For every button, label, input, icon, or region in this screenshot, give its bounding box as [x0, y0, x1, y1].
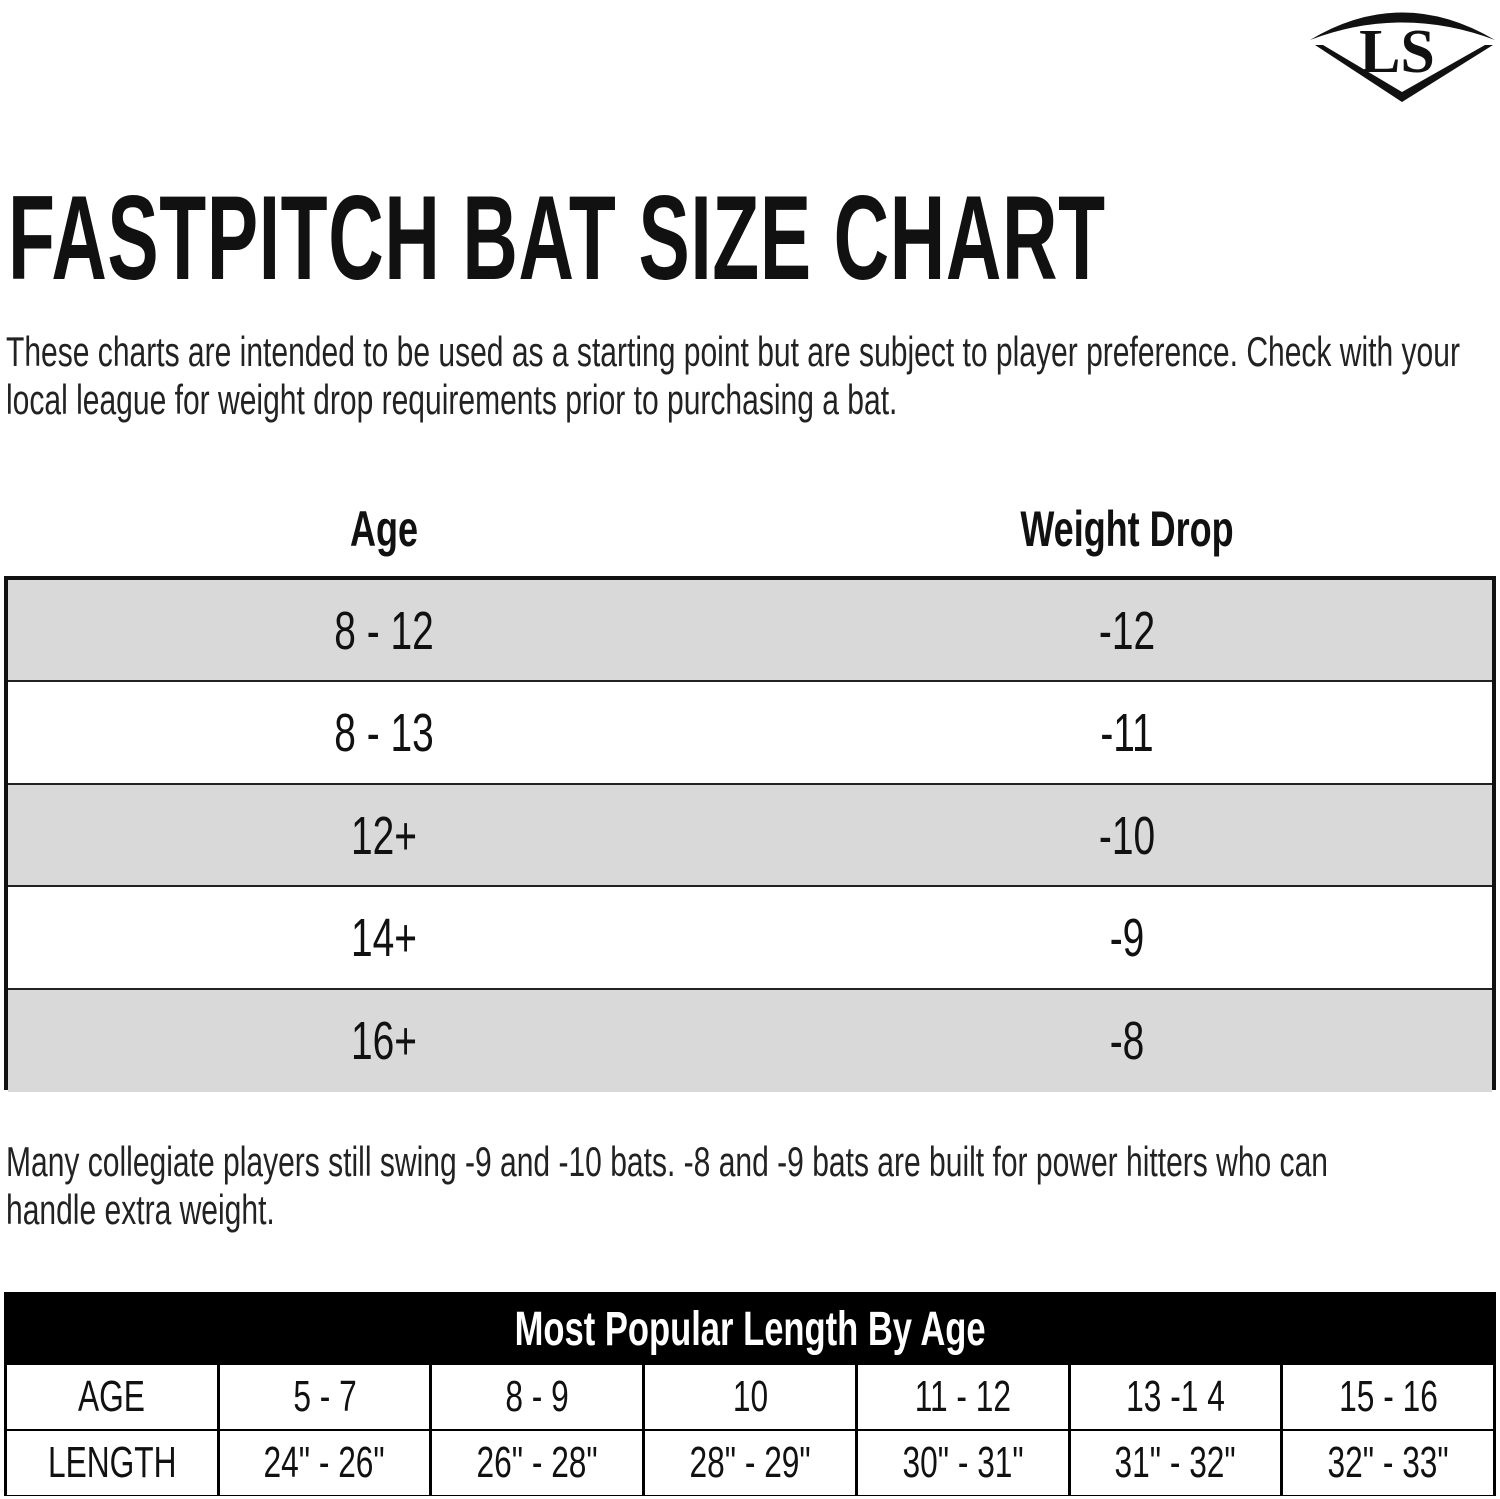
cell-text: 13 -1 4 [1126, 1372, 1225, 1421]
age-cell: 14+ [351, 908, 417, 969]
age-cell: 8 - 13 [334, 703, 434, 764]
table-cell: 10 [645, 1365, 855, 1429]
table-cell: 31" - 32" [1070, 1431, 1281, 1495]
cell-text: 31" - 32" [1114, 1438, 1237, 1487]
weight-drop-table: 8 - 12 -12 8 - 13 -11 12+ -10 14+ -9 16+ -8 [4, 576, 1496, 1092]
table-row: 14+ -9 [8, 887, 1492, 990]
cell-text: 30" - 31" [902, 1438, 1024, 1487]
table-cell: 26" - 28" [432, 1431, 643, 1495]
cell-text: AGE [78, 1372, 146, 1421]
table-cell: 8 - 9 [432, 1365, 643, 1429]
length-table-title-text: Most Popular Length By Age [514, 1303, 986, 1356]
louisville-slugger-logo: LS [1310, 12, 1495, 102]
drop-cell: -11 [1100, 703, 1154, 764]
table-cell: 5 - 7 [219, 1365, 430, 1429]
cell-text: 26" - 28" [476, 1438, 598, 1487]
cell-text: 10 [732, 1372, 768, 1421]
drop-cell: -9 [1109, 908, 1145, 969]
cell-text: 5 - 7 [292, 1372, 357, 1421]
weight-drop-header: Weight Drop [1020, 501, 1234, 557]
age-header: Age [349, 501, 419, 557]
age-cell: 8 - 12 [334, 601, 434, 661]
length-table-title: Most Popular Length By Age [7, 1295, 1493, 1365]
table-row: LENGTH 24" - 26" 26" - 28" 28" - 29" 30"… [7, 1431, 1494, 1495]
logo-text: LS [1359, 18, 1435, 86]
table-row: AGE 5 - 7 8 - 9 10 11 - 12 13 -1 4 15 - … [7, 1365, 1494, 1429]
age-cell: 16+ [351, 1010, 417, 1071]
table-row: 8 - 12 -12 [8, 580, 1492, 683]
drop-cell: -10 [1098, 805, 1156, 866]
cell-text: 11 - 12 [914, 1372, 1011, 1421]
table-cell: 11 - 12 [857, 1365, 1068, 1429]
table-row: 12+ -10 [8, 784, 1492, 888]
table-row: 16+ -8 [8, 989, 1492, 1092]
drop-cell: -12 [1098, 601, 1156, 661]
table-cell: LENGTH [7, 1431, 217, 1495]
table-cell: 13 -1 4 [1070, 1365, 1281, 1429]
cell-text: 24" - 26" [264, 1438, 386, 1487]
table-cell: 30" - 31" [857, 1431, 1068, 1495]
table-cell: 15 - 16 [1283, 1365, 1494, 1429]
page-title: FASTPITCH BAT SIZE CHART [8, 171, 1106, 305]
table-cell: 28" - 29" [645, 1431, 855, 1495]
table-cell: 32" - 33" [1283, 1431, 1494, 1495]
cell-text: 32" - 33" [1327, 1438, 1449, 1487]
age-cell: 12+ [351, 805, 417, 866]
table-cell: AGE [7, 1365, 217, 1429]
cell-text: LENGTH [47, 1438, 177, 1487]
table-cell: 24" - 26" [219, 1431, 430, 1495]
intro-text: These charts are intended to be used as … [6, 328, 1460, 423]
cell-text: 8 - 9 [505, 1372, 569, 1421]
length-table: Most Popular Length By Age AGE 5 - 7 8 -… [4, 1292, 1496, 1496]
table-row: 8 - 13 -11 [8, 682, 1492, 785]
cell-text: 15 - 16 [1338, 1372, 1438, 1421]
note-text: Many collegiate players still swing -9 a… [6, 1138, 1328, 1233]
drop-cell: -8 [1109, 1010, 1145, 1071]
cell-text: 28" - 29" [689, 1438, 811, 1487]
